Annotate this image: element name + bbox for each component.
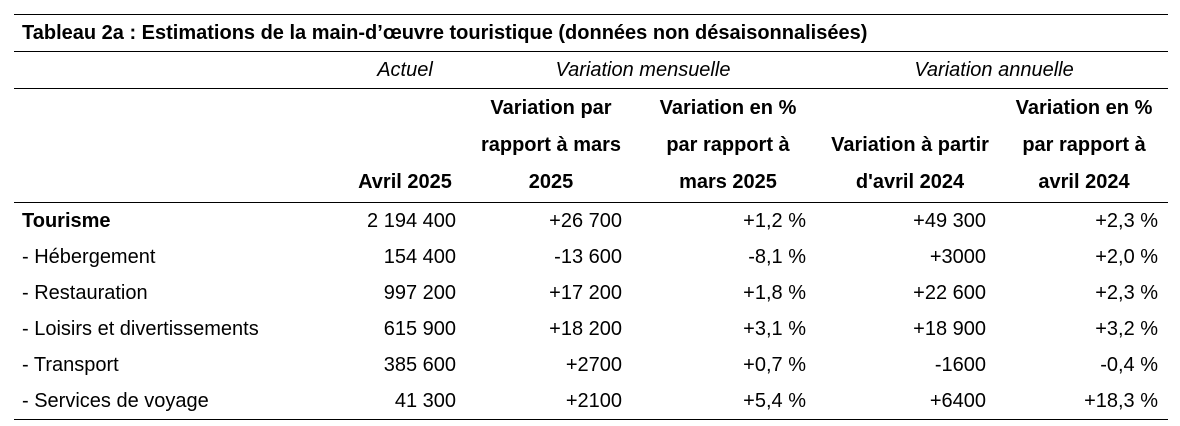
cell-change-march: +26 700 [549, 209, 622, 232]
group-header-empty [14, 51, 344, 89]
cell-pct-change-april-2024: +2,3 % [1095, 209, 1159, 232]
column-group-row: Actuel Variation mensuelle Variation ann… [14, 51, 1169, 89]
cell-pct-change-march: +3,1 % [743, 317, 806, 340]
cell-change-april-2024: +49 300 [913, 209, 986, 232]
cell-april-2025: 615 900 [383, 317, 456, 340]
cell-change-april-2024: +22 600 [913, 281, 986, 304]
row-label: - Services de voyage [14, 383, 344, 420]
group-header-monthly: Variation mensuelle [466, 51, 820, 89]
cell-pct-change-april-2024: +2,0 % [1095, 245, 1159, 268]
cell-pct-change-april-2024: +18,3 % [1000, 383, 1169, 420]
column-header-pct-change-april-2024: Variation en % par rapport à avril 2024 [1000, 88, 1169, 203]
table-row: - Loisirs et divertissements 615 900 +18… [14, 311, 1168, 347]
cell-change-march: +2700 [565, 353, 622, 376]
table-row: - Hébergement 154 400 -13 600 -8,1 % +30… [14, 239, 1168, 275]
column-header-change-april-2024: Variation à partir d'avril 2024 [820, 88, 1000, 203]
table-row: - Services de voyage 41 300 +2100 +5,4 %… [14, 383, 1169, 420]
row-label: - Transport [22, 353, 119, 376]
cell-april-2025: 385 600 [383, 353, 456, 376]
cell-pct-change-march: +1,8 % [743, 281, 806, 304]
group-header-actuel: Actuel [344, 51, 466, 89]
row-label: - Restauration [22, 281, 148, 304]
cell-pct-change-april-2024: -0,4 % [1100, 353, 1159, 376]
cell-change-april-2024: -1600 [934, 353, 986, 376]
cell-pct-change-march: +0,7 % [743, 353, 806, 376]
table-row: - Transport 385 600 +2700 +0,7 % -1600 -… [14, 347, 1168, 383]
cell-change-april-2024: +18 900 [913, 317, 986, 340]
row-label: - Hébergement [22, 245, 156, 268]
cell-change-march: +18 200 [549, 317, 622, 340]
row-label: Tourisme [22, 209, 111, 232]
column-header-row: Avril 2025 Variation par rapport à mars … [14, 88, 1169, 203]
table-title-row: Tableau 2a : Estimations de la main-d’œu… [14, 14, 1169, 52]
cell-pct-change-march: -8,1 % [748, 245, 806, 268]
table-row: - Restauration 997 200 +17 200 +1,8 % +2… [14, 275, 1168, 311]
cell-pct-change-march: +1,2 % [743, 209, 806, 232]
table-row: Tourisme 2 194 400 +26 700 +1,2 % +49 30… [14, 203, 1168, 240]
cell-change-april-2024: +6400 [820, 383, 1000, 420]
cell-pct-change-april-2024: +3,2 % [1095, 317, 1159, 340]
cell-april-2025: 41 300 [344, 383, 466, 420]
cell-change-march: +2100 [466, 383, 636, 420]
cell-april-2025: 2 194 400 [367, 209, 456, 232]
cell-change-march: -13 600 [554, 245, 622, 268]
cell-april-2025: 154 400 [383, 245, 456, 268]
table-title: Tableau 2a : Estimations de la main-d’œu… [14, 14, 1169, 52]
group-header-annual: Variation annuelle [820, 51, 1169, 89]
row-label: - Loisirs et divertissements [22, 317, 259, 340]
column-header-april-2025: Avril 2025 [344, 88, 466, 203]
column-header-change-march: Variation par rapport à mars 2025 [466, 88, 636, 203]
column-header-label [14, 88, 344, 203]
cell-pct-change-april-2024: +2,3 % [1095, 281, 1159, 304]
cell-change-april-2024: +3000 [929, 245, 986, 268]
cell-pct-change-march: +5,4 % [636, 383, 820, 420]
column-header-pct-change-march: Variation en % par rapport à mars 2025 [636, 88, 820, 203]
tourism-labour-table: Tableau 2a : Estimations de la main-d’œu… [14, 14, 1169, 420]
cell-change-march: +17 200 [549, 281, 622, 304]
cell-april-2025: 997 200 [383, 281, 456, 304]
